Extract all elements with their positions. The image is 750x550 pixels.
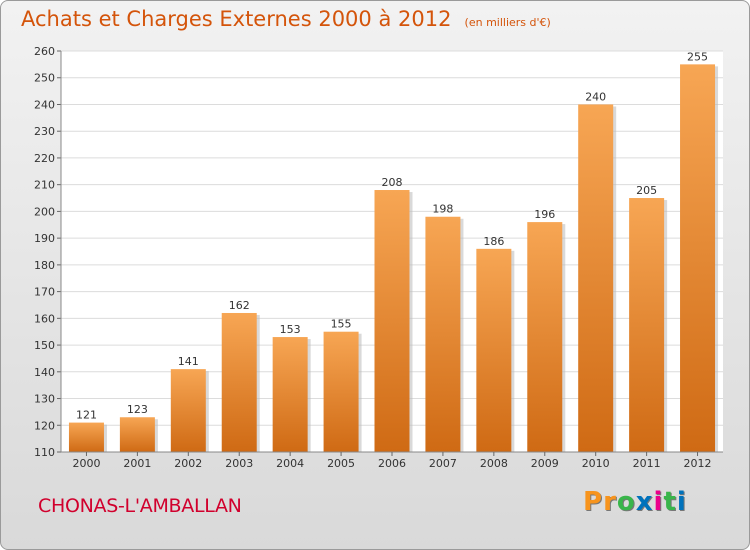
y-tick-label: 120 (34, 419, 55, 432)
logo-letter: P (583, 487, 604, 517)
x-tick-label-2007: 2007 (429, 457, 457, 470)
y-tick-label: 130 (34, 393, 55, 406)
place-name: CHONAS-L'AMBALLAN (38, 495, 242, 517)
proxiti-logo[interactable]: Proxiti (583, 487, 687, 517)
chart-title: Achats et Charges Externes 2000 à 2012 (21, 7, 452, 31)
logo-letter: x (635, 487, 654, 517)
data-label-2003: 162 (229, 299, 250, 312)
bar-2002 (170, 369, 206, 452)
y-tick-label: 170 (34, 286, 55, 299)
bar-2005 (323, 331, 359, 452)
bar-2012 (680, 64, 716, 452)
x-tick-label-2005: 2005 (327, 457, 355, 470)
x-tick-label-2001: 2001 (123, 457, 151, 470)
y-tick-label: 190 (34, 232, 55, 245)
logo-letter: r (603, 487, 617, 517)
data-label-2012: 255 (687, 50, 708, 63)
bar-2008 (476, 248, 512, 452)
y-tick-label: 160 (34, 312, 55, 325)
data-label-2008: 186 (483, 235, 504, 248)
x-tick-label-2003: 2003 (225, 457, 253, 470)
y-tick-label: 220 (34, 152, 55, 165)
x-tick-label-2009: 2009 (531, 457, 559, 470)
data-label-2011: 205 (636, 184, 657, 197)
y-tick-label: 180 (34, 259, 55, 272)
chart-subtitle: (en milliers d'€) (464, 16, 551, 29)
title-block: Achats et Charges Externes 2000 à 2012 (… (21, 7, 551, 31)
logo-letter: o (616, 487, 636, 517)
y-tick-label: 260 (34, 45, 55, 58)
x-tick-label-2002: 2002 (174, 457, 202, 470)
x-tick-label-2011: 2011 (633, 457, 661, 470)
logo-letter: i (653, 487, 664, 517)
data-label-2000: 121 (76, 409, 97, 422)
bar-2006 (374, 190, 410, 452)
x-tick-label-2008: 2008 (480, 457, 508, 470)
y-tick-label: 210 (34, 179, 55, 192)
y-tick-label: 150 (34, 339, 55, 352)
bar-2004 (272, 337, 308, 452)
labels: 110 120 130 140 150 160 170 180 190 200 210 220 230 2… (34, 45, 712, 470)
data-label-2002: 141 (178, 355, 199, 368)
bar-2009 (527, 222, 563, 452)
data-label-2010: 240 (585, 90, 606, 103)
bar-2001 (119, 417, 155, 452)
data-label-2001: 123 (127, 403, 148, 416)
logo-letter: t (663, 487, 677, 517)
y-tick-label: 230 (34, 125, 55, 138)
x-tick-label-2012: 2012 (684, 457, 712, 470)
x-tick-label-2006: 2006 (378, 457, 406, 470)
bar-2000 (68, 422, 104, 452)
data-label-2009: 196 (534, 208, 555, 221)
y-tick-label: 140 (34, 366, 55, 379)
bar-2010 (578, 104, 614, 452)
bar-2007 (425, 216, 461, 452)
x-tick-label-2010: 2010 (582, 457, 610, 470)
y-tick-label: 110 (34, 446, 55, 459)
data-label-2006: 208 (382, 176, 403, 189)
bars (68, 64, 719, 452)
data-label-2007: 198 (432, 203, 453, 216)
axes (57, 50, 723, 456)
x-tick-label-2004: 2004 (276, 457, 304, 470)
x-tick-label-2000: 2000 (72, 457, 100, 470)
data-label-2004: 153 (280, 323, 301, 336)
logo-letter: i (676, 487, 687, 517)
y-tick-label: 200 (34, 205, 55, 218)
bar-2003 (221, 312, 257, 452)
y-tick-label: 250 (34, 72, 55, 85)
y-tick-label: 240 (34, 98, 55, 111)
bar-2011 (629, 198, 665, 452)
data-label-2005: 155 (331, 318, 352, 331)
